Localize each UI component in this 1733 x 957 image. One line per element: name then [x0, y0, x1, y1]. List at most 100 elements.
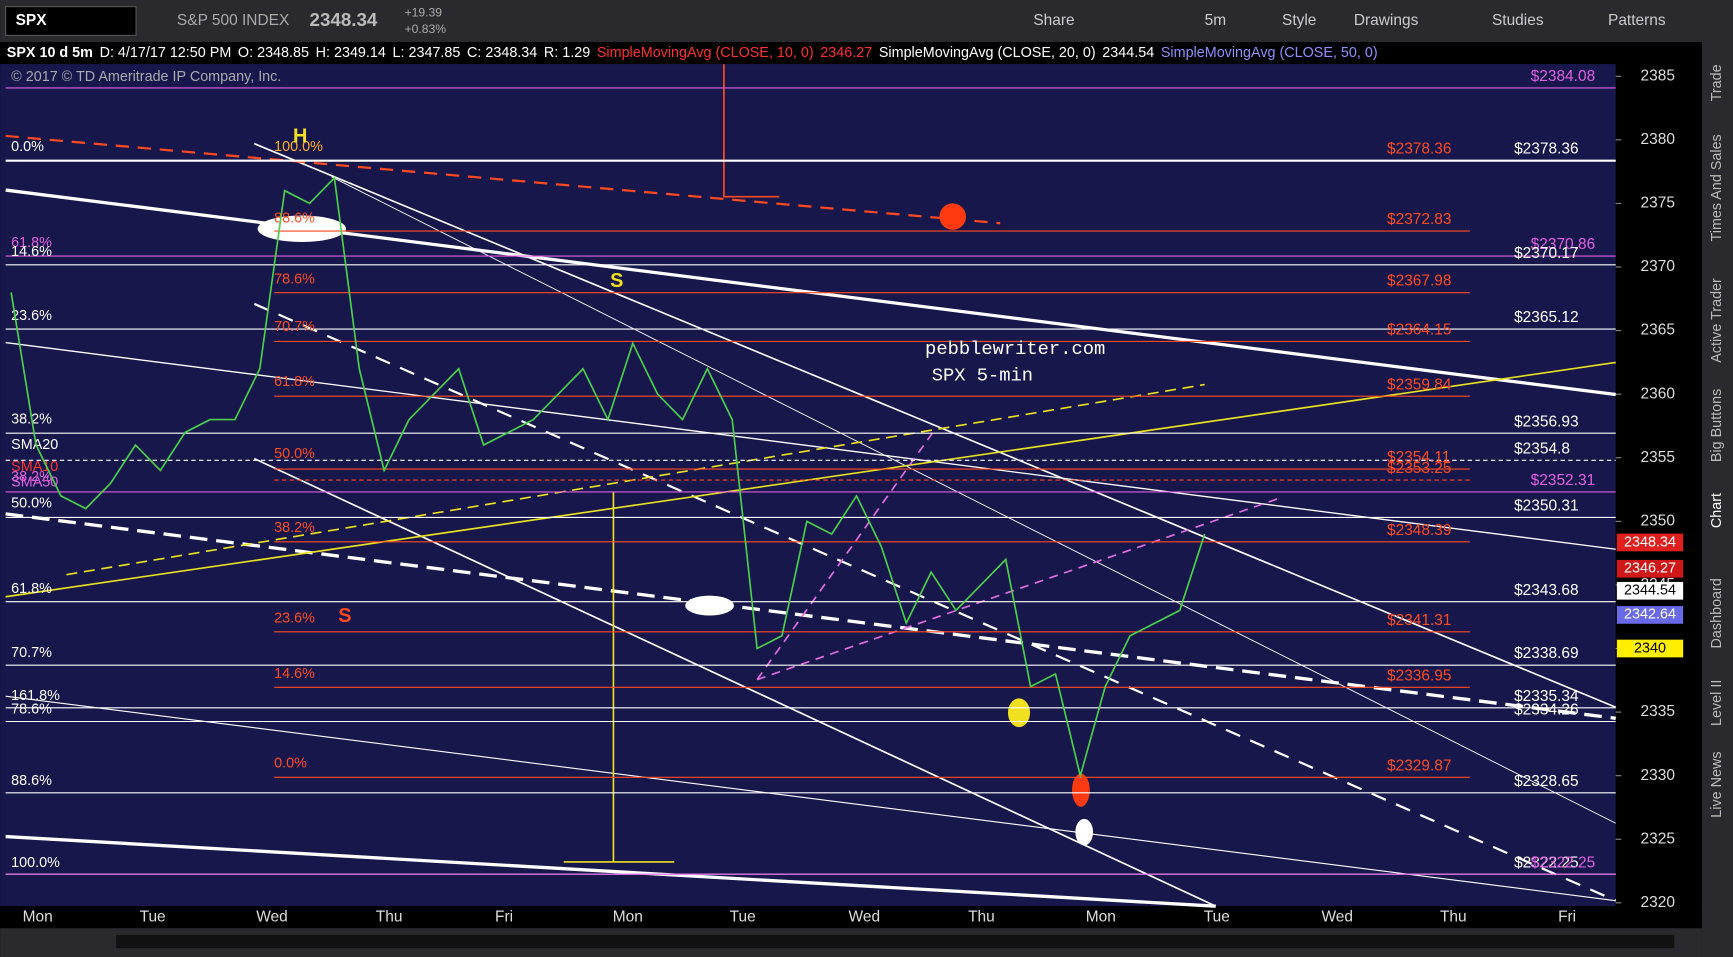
sidebar-tab[interactable]: Trade — [1709, 64, 1725, 101]
info-item: SPX 10 d 5m — [7, 45, 93, 61]
fib-left-label: 61.8% — [11, 235, 52, 251]
price-tag — [1616, 639, 1684, 658]
fib-left-label: 61.8% — [11, 581, 52, 597]
info-item: SimpleMovingAvg (CLOSE, 50, 0) — [1161, 45, 1378, 61]
info-item: R: 1.29 — [544, 45, 590, 61]
price-tick-label: 2385 — [1641, 67, 1675, 84]
fib-left-label: 161.8% — [11, 688, 60, 704]
index-name: S&P 500 INDEX — [177, 12, 289, 29]
fib-left-label: 100.0% — [11, 855, 60, 871]
price-tick-label: 2370 — [1641, 258, 1675, 275]
fib-left-label: 14.6% — [11, 244, 52, 260]
toolbar-button[interactable]: Share — [1033, 12, 1074, 29]
level-label: $2341.31 — [1387, 612, 1452, 629]
change-pct: +0.83% — [405, 22, 447, 36]
fib-left-label: SMA20 — [11, 437, 58, 453]
fib-left-label: 0.0% — [11, 139, 44, 155]
annotation: SPX 5-min — [932, 365, 1033, 387]
sidebar-tab[interactable]: Chart — [1709, 493, 1725, 528]
level-label: $2352.31 — [1531, 472, 1596, 489]
level-label: $2353.25 — [1387, 460, 1452, 477]
toolbar-button[interactable]: Patterns — [1608, 12, 1666, 29]
price-tick-label: 2350 — [1641, 512, 1675, 529]
date-label: Thu — [376, 908, 403, 925]
sidebar-tab[interactable]: Active Trader — [1709, 278, 1725, 363]
price-tick-label: 2380 — [1641, 131, 1675, 148]
fib-label: 0.0% — [274, 755, 307, 771]
level-label: $2378.36 — [1514, 141, 1579, 158]
toolbar-bg — [0, 0, 1733, 42]
level-label: $2334.26 — [1514, 702, 1579, 719]
level-label: $2336.95 — [1387, 667, 1452, 684]
level-label: $2370.17 — [1514, 245, 1579, 262]
sidebar-tab[interactable]: Level II — [1709, 680, 1725, 726]
markers — [257, 203, 1094, 846]
date-label: Thu — [1440, 908, 1467, 925]
sidebar-bg — [1701, 41, 1733, 957]
date-label: Fri — [495, 908, 513, 925]
scrollbar[interactable] — [116, 934, 1675, 949]
sidebar-tab[interactable]: Times And Sales — [1709, 134, 1725, 241]
copyright: © 2017 © TD Ameritrade IP Company, Inc. — [11, 69, 281, 85]
sidebar-tab[interactable]: Big Buttons — [1709, 389, 1725, 462]
annotation: pebblewriter.com — [925, 338, 1105, 360]
info-item: C: 2348.34 — [467, 45, 537, 61]
fib-label: 70.7% — [274, 319, 315, 335]
level-label: $2365.12 — [1514, 309, 1579, 326]
date-label: Fri — [1558, 908, 1576, 925]
sidebar-tab[interactable]: Live News — [1709, 751, 1725, 817]
fib-label: 88.6% — [274, 211, 315, 227]
info-item: 2344.54 — [1102, 45, 1154, 61]
annotation: H — [293, 125, 307, 147]
sidebar-tab[interactable]: Dashboard — [1709, 578, 1725, 648]
date-label: Mon — [613, 908, 643, 925]
level-label: $2364.15 — [1387, 321, 1452, 338]
info-item: O: 2348.85 — [238, 45, 309, 61]
fib-label: 78.6% — [274, 271, 315, 287]
level-label: $2343.68 — [1514, 582, 1579, 599]
toolbar-button[interactable]: 5m — [1205, 12, 1226, 29]
date-label: Tue — [1204, 908, 1230, 925]
price-trace — [10, 176, 1206, 779]
price-tick-label: 2335 — [1641, 703, 1675, 720]
level-label: $2350.31 — [1514, 497, 1579, 514]
info-item: SimpleMovingAvg (CLOSE, 20, 0) — [879, 45, 1096, 61]
info-item: H: 2349.14 — [316, 45, 386, 61]
level-label: $2359.84 — [1387, 376, 1452, 393]
date-label: Mon — [1086, 908, 1116, 925]
price-tick-label: 2330 — [1641, 767, 1675, 784]
price-tag — [1616, 581, 1684, 600]
info-item: 2346.27 — [820, 45, 872, 61]
fib-label: 50.0% — [274, 446, 315, 462]
toolbar-button[interactable]: Drawings — [1354, 12, 1419, 29]
fib-left-label: 78.6% — [11, 701, 52, 717]
price-tick-label: 2365 — [1641, 322, 1675, 339]
info-item: D: 4/17/17 12:50 PM — [100, 45, 232, 61]
toolbar-button[interactable]: Studies — [1492, 12, 1544, 29]
symbol-box[interactable] — [5, 6, 137, 36]
level-label: $2378.36 — [1387, 141, 1452, 158]
info-bar-bg — [0, 41, 1702, 65]
level-label: $2329.87 — [1387, 757, 1452, 774]
date-axis-bg — [0, 906, 1702, 929]
date-label: Thu — [968, 908, 995, 925]
fib-label: 61.8% — [274, 374, 315, 390]
level-label: $2372.83 — [1387, 211, 1452, 228]
level-label: $2384.08 — [1531, 68, 1596, 85]
level-label: $2348.39 — [1387, 522, 1452, 539]
fib-left-label: SMA10 — [11, 459, 58, 475]
date-label: Tue — [140, 908, 166, 925]
price-tick-label: 2320 — [1641, 894, 1675, 911]
annotation: S — [338, 605, 351, 627]
fib-left-label: 38.2% — [11, 469, 52, 485]
last-price: 2348.34 — [310, 9, 378, 30]
date-label: Wed — [1321, 908, 1353, 925]
fib-left-label: SMA50 — [11, 475, 58, 491]
toolbar-button[interactable]: Style — [1282, 12, 1316, 29]
price-tag — [1616, 559, 1684, 578]
symbol[interactable]: SPX — [16, 12, 48, 29]
level-label: $2356.93 — [1514, 413, 1579, 430]
price-tag-label: 2346.27 — [1624, 561, 1676, 577]
